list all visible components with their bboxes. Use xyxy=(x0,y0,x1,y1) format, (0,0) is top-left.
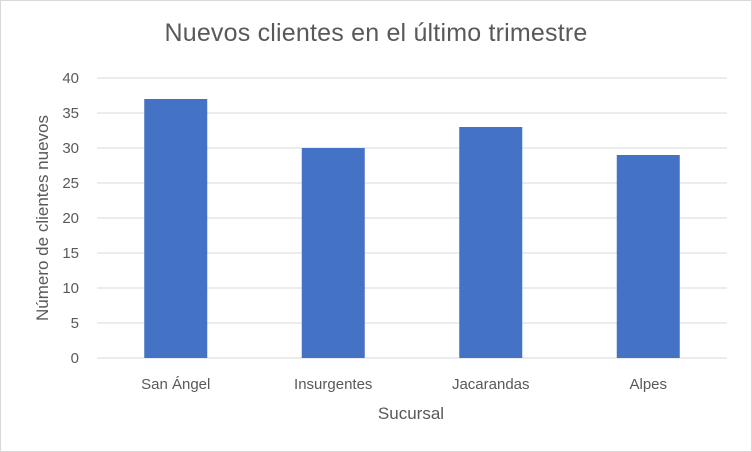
y-tick-labels: 0 5 10 15 20 25 30 35 40 xyxy=(62,70,79,367)
y-tick-label: 40 xyxy=(62,70,79,87)
bar-san-ngel xyxy=(144,99,208,358)
x-tick-label: San Ángel xyxy=(141,376,210,393)
x-axis-title: Sucursal xyxy=(378,404,444,423)
x-tick-label: Insurgentes xyxy=(294,376,372,393)
x-tick-label: Alpes xyxy=(629,376,667,393)
y-tick-label: 30 xyxy=(62,140,79,157)
chart-title: Nuevos clientes en el último trimestre xyxy=(164,19,588,47)
bar-alpes xyxy=(616,155,680,358)
bars xyxy=(144,99,680,358)
x-tick-label: Jacarandas xyxy=(452,376,530,393)
bar-insurgentes xyxy=(301,148,365,358)
y-tick-label: 5 xyxy=(71,315,79,332)
y-tick-label: 10 xyxy=(62,280,79,297)
y-axis-title: Número de clientes nuevos xyxy=(33,115,52,321)
y-tick-label: 0 xyxy=(71,350,79,367)
y-tick-label: 20 xyxy=(62,210,79,227)
y-tick-label: 25 xyxy=(62,175,79,192)
y-tick-label: 15 xyxy=(62,245,79,262)
y-tick-label: 35 xyxy=(62,105,79,122)
x-tick-labels: San Ángel Insurgentes Jacarandas Alpes xyxy=(141,376,667,393)
bar-jacarandas xyxy=(459,127,523,358)
